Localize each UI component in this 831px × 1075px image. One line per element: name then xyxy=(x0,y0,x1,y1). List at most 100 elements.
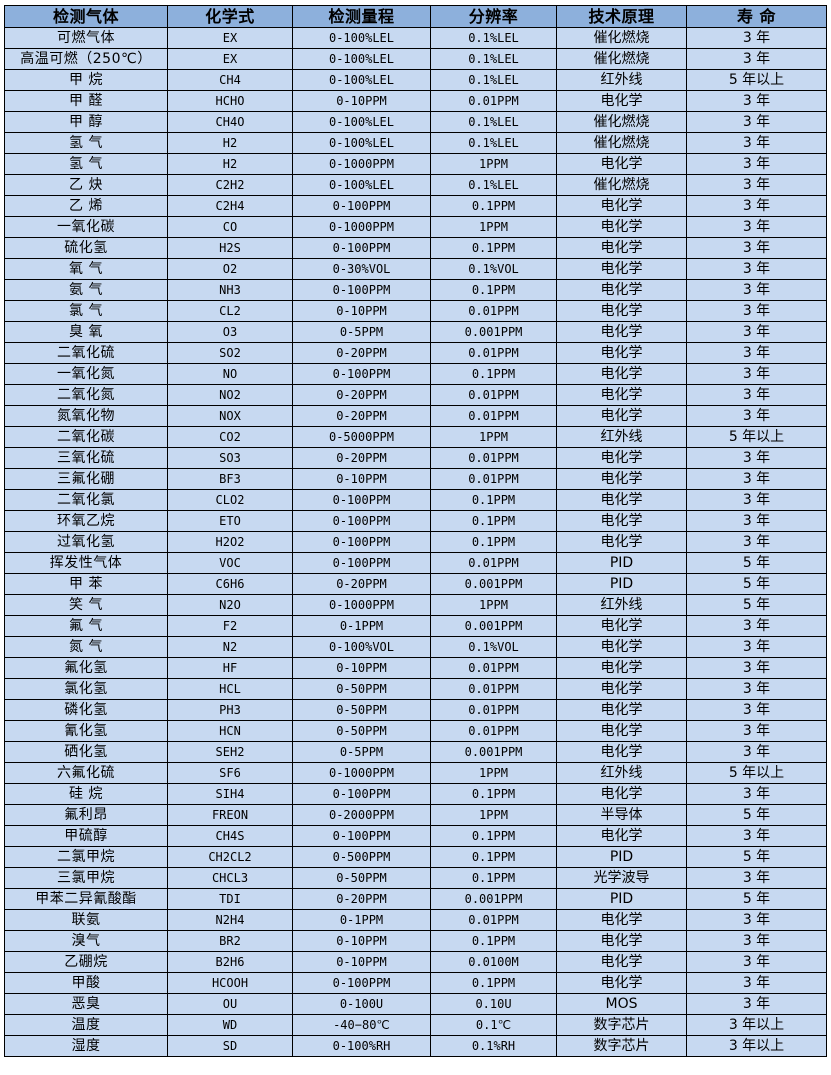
cell-lifespan: 3 年 xyxy=(686,678,827,700)
table-row[interactable]: 六氟化硫 SF6 0-1000PPM 1PPM 红外线 5 年以上 xyxy=(4,762,827,784)
table-row[interactable]: 二氧化碳 CO2 0-5000PPM 1PPM 红外线 5 年以上 xyxy=(4,426,827,448)
cell-gas: 乙 烯 xyxy=(4,195,168,217)
table-row[interactable]: 恶臭 OU 0-100U 0.10U MOS 3 年 xyxy=(4,993,827,1015)
column-header-range[interactable]: 检测量程 xyxy=(292,5,431,28)
table-row[interactable]: 甲苯二异氰酸酯 TDI 0-20PPM 0.001PPM PID 5 年 xyxy=(4,888,827,910)
cell-technology: 电化学 xyxy=(556,909,687,931)
table-row[interactable]: 臭 氧 O3 0-5PPM 0.001PPM 电化学 3 年 xyxy=(4,321,827,343)
column-header-formula[interactable]: 化学式 xyxy=(167,5,293,28)
table-row[interactable]: 二氧化氮 NO2 0-20PPM 0.01PPM 电化学 3 年 xyxy=(4,384,827,406)
table-row[interactable]: 甲 烷 CH4 0-100%LEL 0.1%LEL 红外线 5 年以上 xyxy=(4,69,827,91)
table-row[interactable]: 三氯甲烷 CHCL3 0-50PPM 0.1PPM 光学波导 3 年 xyxy=(4,867,827,889)
table-row[interactable]: 硒化氢 SEH2 0-5PPM 0.001PPM 电化学 3 年 xyxy=(4,741,827,763)
cell-technology: 电化学 xyxy=(556,300,687,322)
table-row[interactable]: 高温可燃（250℃） EX 0-100%LEL 0.1%LEL 催化燃烧 3 年 xyxy=(4,48,827,70)
cell-formula: O3 xyxy=(167,321,293,343)
cell-resolution: 0.1%LEL xyxy=(430,132,557,154)
cell-lifespan: 3 年 xyxy=(686,615,827,637)
cell-range: 0-100U xyxy=(292,993,431,1015)
cell-technology: 电化学 xyxy=(556,468,687,490)
table-row[interactable]: 氮 气 N2 0-100%VOL 0.1%VOL 电化学 3 年 xyxy=(4,636,827,658)
table-row[interactable]: 三氧化硫 SO3 0-20PPM 0.01PPM 电化学 3 年 xyxy=(4,447,827,469)
table-row[interactable]: 一氧化碳 CO 0-1000PPM 1PPM 电化学 3 年 xyxy=(4,216,827,238)
cell-technology: 数字芯片 xyxy=(556,1014,687,1036)
table-row[interactable]: 氟利昂 FREON 0-2000PPM 1PPM 半导体 5 年 xyxy=(4,804,827,826)
table-row[interactable]: 氟 气 F2 0-1PPM 0.001PPM 电化学 3 年 xyxy=(4,615,827,637)
table-row[interactable]: 氰化氢 HCN 0-50PPM 0.01PPM 电化学 3 年 xyxy=(4,720,827,742)
table-row[interactable]: 二氧化氯 CLO2 0-100PPM 0.1PPM 电化学 3 年 xyxy=(4,489,827,511)
table-row[interactable]: 氯化氢 HCL 0-50PPM 0.01PPM 电化学 3 年 xyxy=(4,678,827,700)
table-row[interactable]: 磷化氢 PH3 0-50PPM 0.01PPM 电化学 3 年 xyxy=(4,699,827,721)
table-row[interactable]: 温度 WD -40−80℃ 0.1℃ 数字芯片 3 年以上 xyxy=(4,1014,827,1036)
table-row[interactable]: 挥发性气体 VOC 0-100PPM 0.01PPM PID 5 年 xyxy=(4,552,827,574)
table-row[interactable]: 二氧化硫 SO2 0-20PPM 0.01PPM 电化学 3 年 xyxy=(4,342,827,364)
table-row[interactable]: 二氯甲烷 CH2CL2 0-500PPM 0.1PPM PID 5 年 xyxy=(4,846,827,868)
table-row[interactable]: 过氧化氢 H2O2 0-100PPM 0.1PPM 电化学 3 年 xyxy=(4,531,827,553)
cell-gas: 六氟化硫 xyxy=(4,762,168,784)
cell-gas: 磷化氢 xyxy=(4,699,168,721)
table-row[interactable]: 甲硫醇 CH4S 0-100PPM 0.1PPM 电化学 3 年 xyxy=(4,825,827,847)
table-row[interactable]: 氧 气 O2 0-30%VOL 0.1%VOL 电化学 3 年 xyxy=(4,258,827,280)
table-row[interactable]: 氯 气 CL2 0-10PPM 0.01PPM 电化学 3 年 xyxy=(4,300,827,322)
table-header: 检测气体 化学式 检测量程 分辨率 技术原理 寿 命 xyxy=(4,5,827,28)
cell-lifespan: 3 年 xyxy=(686,636,827,658)
table-row[interactable]: 氢 气 H2 0-1000PPM 1PPM 电化学 3 年 xyxy=(4,153,827,175)
table-row[interactable]: 湿度 SD 0-100%RH 0.1%RH 数字芯片 3 年以上 xyxy=(4,1035,827,1057)
column-header-lifespan[interactable]: 寿 命 xyxy=(686,5,827,28)
column-header-technology[interactable]: 技术原理 xyxy=(556,5,687,28)
cell-gas: 乙硼烷 xyxy=(4,951,168,973)
cell-formula: CH4S xyxy=(167,825,293,847)
cell-formula: CO xyxy=(167,216,293,238)
table-row[interactable]: 氢 气 H2 0-100%LEL 0.1%LEL 催化燃烧 3 年 xyxy=(4,132,827,154)
cell-resolution: 0.0100M xyxy=(430,951,557,973)
cell-lifespan: 3 年 xyxy=(686,90,827,112)
table-row[interactable]: 乙硼烷 B2H6 0-10PPM 0.0100M 电化学 3 年 xyxy=(4,951,827,973)
table-row[interactable]: 硫化氢 H2S 0-100PPM 0.1PPM 电化学 3 年 xyxy=(4,237,827,259)
cell-range: 0-10PPM xyxy=(292,90,431,112)
cell-technology: 电化学 xyxy=(556,237,687,259)
cell-technology: 电化学 xyxy=(556,951,687,973)
table-row[interactable]: 甲酸 HCOOH 0-100PPM 0.1PPM 电化学 3 年 xyxy=(4,972,827,994)
cell-resolution: 0.1PPM xyxy=(430,825,557,847)
table-row[interactable]: 硅 烷 SIH4 0-100PPM 0.1PPM 电化学 3 年 xyxy=(4,783,827,805)
table-row[interactable]: 一氧化氮 NO 0-100PPM 0.1PPM 电化学 3 年 xyxy=(4,363,827,385)
table-row[interactable]: 可燃气体 EX 0-100%LEL 0.1%LEL 催化燃烧 3 年 xyxy=(4,27,827,49)
cell-lifespan: 3 年 xyxy=(686,321,827,343)
cell-lifespan: 3 年 xyxy=(686,489,827,511)
cell-resolution: 0.1PPM xyxy=(430,363,557,385)
cell-resolution: 1PPM xyxy=(430,762,557,784)
table-row[interactable]: 乙 烯 C2H4 0-100PPM 0.1PPM 电化学 3 年 xyxy=(4,195,827,217)
table-row[interactable]: 乙 炔 C2H2 0-100%LEL 0.1%LEL 催化燃烧 3 年 xyxy=(4,174,827,196)
table-row[interactable]: 联氨 N2H4 0-1PPM 0.01PPM 电化学 3 年 xyxy=(4,909,827,931)
cell-formula: H2 xyxy=(167,132,293,154)
cell-range: 0-20PPM xyxy=(292,573,431,595)
table-row[interactable]: 氟化氢 HF 0-10PPM 0.01PPM 电化学 3 年 xyxy=(4,657,827,679)
column-header-gas[interactable]: 检测气体 xyxy=(4,5,168,28)
cell-gas: 恶臭 xyxy=(4,993,168,1015)
cell-technology: 红外线 xyxy=(556,594,687,616)
cell-lifespan: 3 年 xyxy=(686,195,827,217)
table-row[interactable]: 甲 醇 CH4O 0-100%LEL 0.1%LEL 催化燃烧 3 年 xyxy=(4,111,827,133)
table-row[interactable]: 笑 气 N2O 0-1000PPM 1PPM 红外线 5 年 xyxy=(4,594,827,616)
cell-technology: 电化学 xyxy=(556,90,687,112)
cell-lifespan: 3 年 xyxy=(686,27,827,49)
cell-formula: N2H4 xyxy=(167,909,293,931)
cell-lifespan: 3 年 xyxy=(686,972,827,994)
table-row[interactable]: 三氟化硼 BF3 0-10PPM 0.01PPM 电化学 3 年 xyxy=(4,468,827,490)
column-header-resolution[interactable]: 分辨率 xyxy=(430,5,557,28)
table-row[interactable]: 环氧乙烷 ETO 0-100PPM 0.1PPM 电化学 3 年 xyxy=(4,510,827,532)
table-row[interactable]: 氨 气 NH3 0-100PPM 0.1PPM 电化学 3 年 xyxy=(4,279,827,301)
cell-gas: 氯 气 xyxy=(4,300,168,322)
cell-gas: 笑 气 xyxy=(4,594,168,616)
table-row[interactable]: 氮氧化物 NOX 0-20PPM 0.01PPM 电化学 3 年 xyxy=(4,405,827,427)
cell-gas: 挥发性气体 xyxy=(4,552,168,574)
cell-gas: 三氟化硼 xyxy=(4,468,168,490)
cell-lifespan: 3 年 xyxy=(686,930,827,952)
cell-resolution: 1PPM xyxy=(430,804,557,826)
table-row[interactable]: 溴气 BR2 0-10PPM 0.1PPM 电化学 3 年 xyxy=(4,930,827,952)
cell-gas: 溴气 xyxy=(4,930,168,952)
cell-gas: 氮 气 xyxy=(4,636,168,658)
table-row[interactable]: 甲 醛 HCHO 0-10PPM 0.01PPM 电化学 3 年 xyxy=(4,90,827,112)
cell-lifespan: 3 年 xyxy=(686,300,827,322)
table-row[interactable]: 甲 苯 C6H6 0-20PPM 0.001PPM PID 5 年 xyxy=(4,573,827,595)
